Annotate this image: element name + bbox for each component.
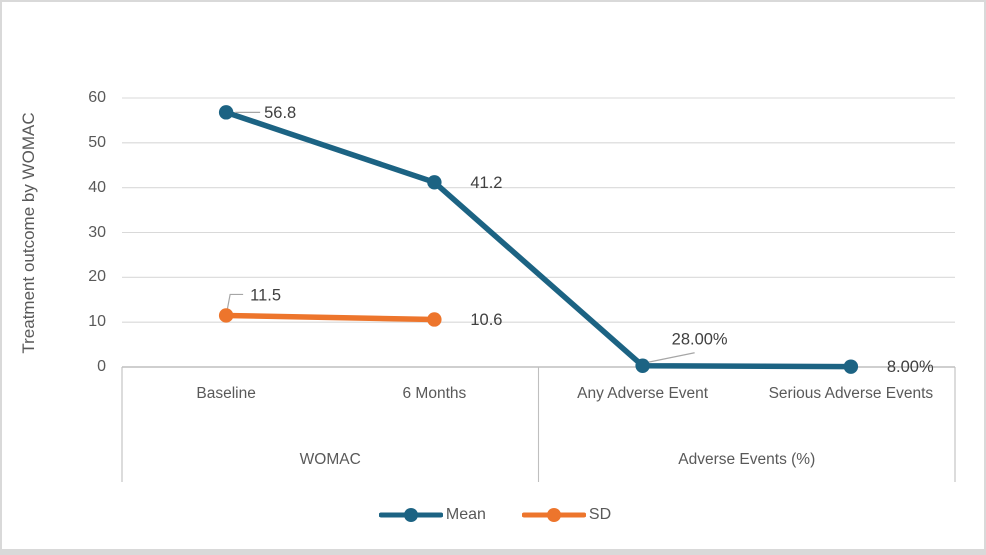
legend-point-marker <box>403 508 418 522</box>
y-tick-label: 40 <box>88 178 106 196</box>
legend-point-marker <box>546 508 561 522</box>
data-label: 8.00% <box>887 358 934 376</box>
data-label: 56.8 <box>264 104 296 122</box>
legend-label-mean: Mean <box>445 506 486 523</box>
legend: Mean SD <box>2 506 984 524</box>
group-label: WOMAC <box>299 451 361 468</box>
y-axis-title: Treatment outcome by WOMAC <box>19 112 38 354</box>
y-tick-label: 20 <box>88 268 106 286</box>
mean-series-legend-marker-icon <box>378 508 443 522</box>
category-label: 6 Months <box>402 385 467 402</box>
data-label: 11.5 <box>250 286 281 304</box>
mean-data-point-marker <box>635 358 650 373</box>
mean-data-point-marker <box>218 105 234 120</box>
data-label: 10.6 <box>470 311 502 329</box>
group-label: Adverse Events (%) <box>678 451 816 468</box>
category-label: Any Adverse Event <box>577 385 709 402</box>
data-label: 28.00% <box>672 331 728 349</box>
sd-series-legend-marker-icon <box>521 508 586 522</box>
legend-item-mean: Mean <box>378 506 486 524</box>
legend-label-sd: SD <box>588 506 612 523</box>
sd-series-line <box>223 312 438 323</box>
legend-item-sd: SD <box>521 506 612 524</box>
category-label: Baseline <box>196 385 256 402</box>
mean-series-line <box>223 109 854 370</box>
data-label: 41.2 <box>470 174 502 192</box>
figure-bottom-border <box>2 549 984 553</box>
category-label: Serious Adverse Events <box>768 385 934 402</box>
y-tick-label: 50 <box>88 133 106 151</box>
y-tick-label: 60 <box>88 89 106 106</box>
y-tick-label: 0 <box>97 358 106 375</box>
sd-data-point-marker <box>218 308 234 323</box>
mean-data-point-marker <box>427 175 442 190</box>
y-tick-label: 30 <box>88 223 106 241</box>
mean-data-point-marker <box>843 359 859 374</box>
sd-data-point-marker <box>427 312 442 327</box>
data-label-leader-line <box>645 352 695 364</box>
data-label-leader-line <box>226 293 244 311</box>
y-tick-label: 10 <box>88 313 106 331</box>
